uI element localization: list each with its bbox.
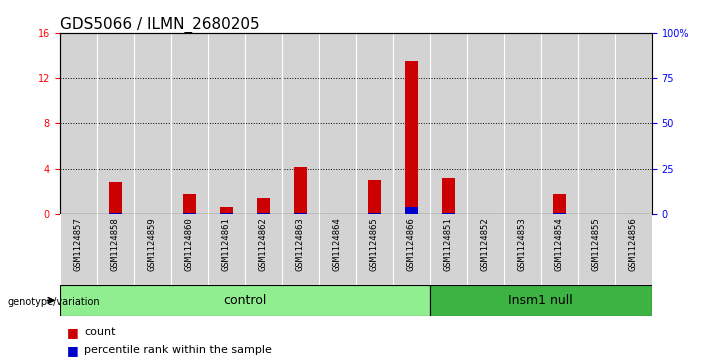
Bar <box>97 33 134 214</box>
Bar <box>97 214 134 285</box>
Text: GSM1124857: GSM1124857 <box>74 218 83 272</box>
Bar <box>245 33 282 214</box>
Text: count: count <box>84 327 116 337</box>
Bar <box>294 167 307 214</box>
Bar <box>60 33 97 214</box>
Text: GSM1124854: GSM1124854 <box>555 218 564 272</box>
Bar <box>578 33 615 214</box>
Bar <box>553 194 566 214</box>
Text: ■: ■ <box>67 344 79 357</box>
Bar <box>356 33 393 214</box>
Text: GDS5066 / ILMN_2680205: GDS5066 / ILMN_2680205 <box>60 16 259 33</box>
Text: GSM1124855: GSM1124855 <box>592 218 601 272</box>
Bar <box>170 214 207 285</box>
Bar <box>134 33 170 214</box>
Text: GSM1124861: GSM1124861 <box>222 218 231 272</box>
Bar <box>257 198 270 214</box>
Bar <box>442 213 455 214</box>
Text: GSM1124864: GSM1124864 <box>333 218 342 272</box>
Bar <box>183 213 196 214</box>
Text: percentile rank within the sample: percentile rank within the sample <box>84 345 272 355</box>
Text: ■: ■ <box>67 326 79 339</box>
Bar <box>183 194 196 214</box>
Bar <box>282 33 319 214</box>
Bar <box>393 214 430 285</box>
Text: GSM1124851: GSM1124851 <box>444 218 453 272</box>
Bar <box>541 33 578 214</box>
Bar <box>467 33 504 214</box>
Bar <box>109 183 121 214</box>
Bar <box>368 180 381 214</box>
Bar <box>404 207 418 214</box>
Text: GSM1124862: GSM1124862 <box>259 218 268 272</box>
Text: GSM1124858: GSM1124858 <box>111 218 120 272</box>
Text: GSM1124852: GSM1124852 <box>481 218 490 272</box>
Bar <box>109 213 121 214</box>
Bar <box>134 214 170 285</box>
Bar <box>615 33 652 214</box>
Bar <box>207 33 245 214</box>
Text: GSM1124863: GSM1124863 <box>296 218 305 272</box>
Bar <box>368 213 381 214</box>
Bar <box>170 33 207 214</box>
Text: GSM1124859: GSM1124859 <box>148 218 156 272</box>
Bar <box>282 214 319 285</box>
Bar <box>430 33 467 214</box>
Bar <box>60 214 97 285</box>
Text: GSM1124856: GSM1124856 <box>629 218 638 272</box>
Bar <box>504 33 541 214</box>
Bar <box>356 214 393 285</box>
Bar <box>207 214 245 285</box>
Bar <box>553 213 566 214</box>
Bar <box>319 214 356 285</box>
Bar <box>404 61 418 214</box>
Bar <box>578 214 615 285</box>
Bar <box>257 213 270 214</box>
Bar <box>467 214 504 285</box>
Text: GSM1124853: GSM1124853 <box>518 218 527 272</box>
Bar <box>60 285 430 316</box>
Bar <box>393 33 430 214</box>
Text: Insm1 null: Insm1 null <box>508 294 573 307</box>
Bar <box>504 214 541 285</box>
Bar <box>615 214 652 285</box>
Text: genotype/variation: genotype/variation <box>7 297 100 307</box>
Bar <box>294 213 307 214</box>
Bar <box>219 207 233 214</box>
Bar <box>430 214 467 285</box>
Bar <box>442 178 455 214</box>
Text: GSM1124866: GSM1124866 <box>407 218 416 272</box>
Bar <box>245 214 282 285</box>
Bar <box>319 33 356 214</box>
Bar <box>430 285 652 316</box>
Text: GSM1124860: GSM1124860 <box>184 218 193 272</box>
Bar <box>219 213 233 214</box>
Text: GSM1124865: GSM1124865 <box>369 218 379 272</box>
Text: control: control <box>223 294 266 307</box>
Bar <box>541 214 578 285</box>
